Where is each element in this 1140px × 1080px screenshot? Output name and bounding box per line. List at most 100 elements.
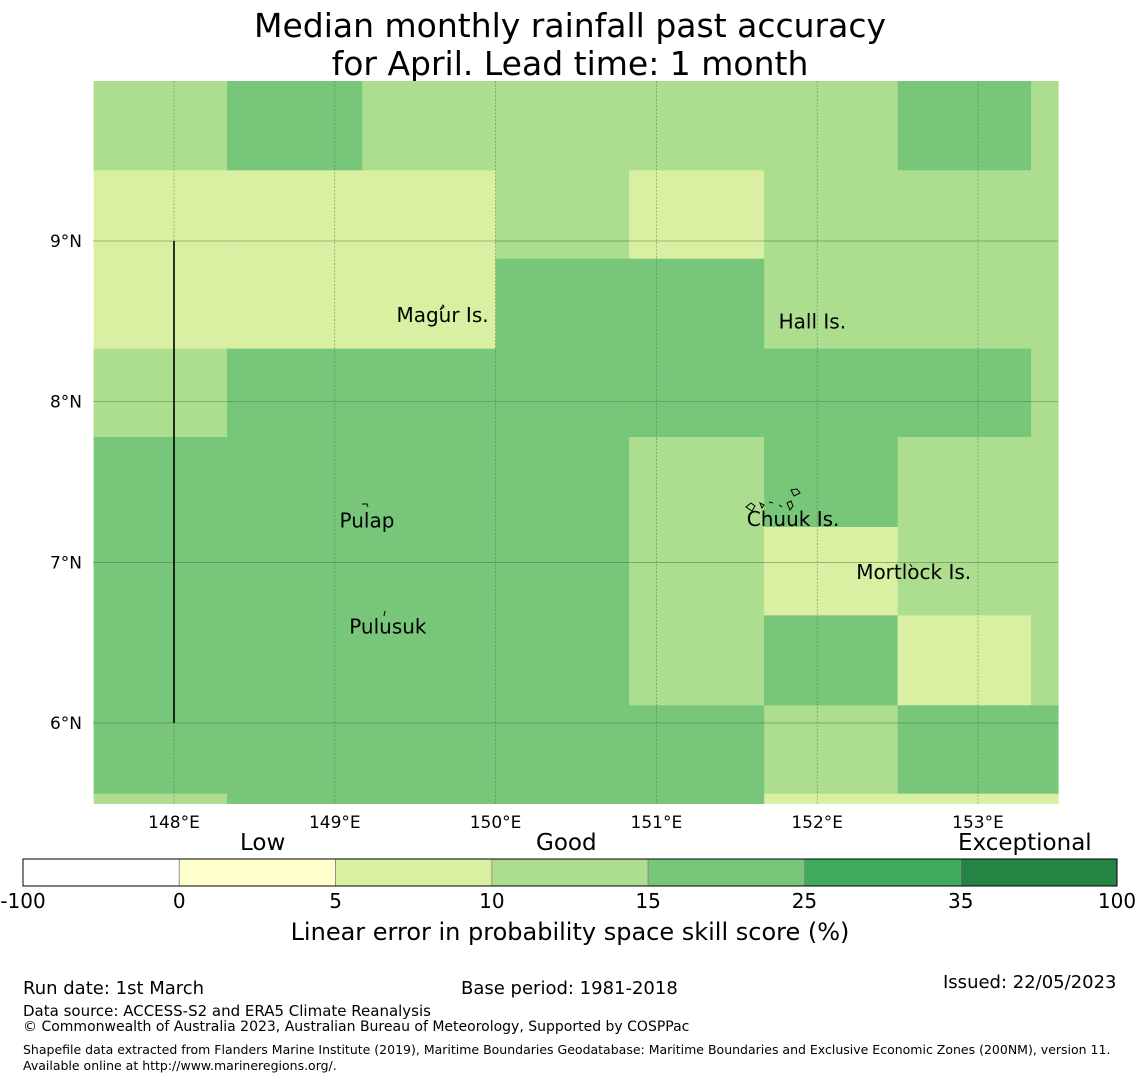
latitude-label: 9°N — [50, 232, 82, 252]
skill-cell — [362, 81, 497, 171]
skill-cell — [227, 615, 363, 706]
skill-cell — [1031, 170, 1059, 260]
skill-cell — [227, 793, 363, 804]
skill-cell — [227, 258, 363, 350]
colorbar-axis-title: Linear error in probability space skill … — [290, 918, 850, 946]
skill-cell — [629, 348, 765, 438]
island-shape — [383, 610, 386, 617]
colorbar-tick-label: 15 — [635, 889, 661, 913]
island-shape — [759, 501, 765, 510]
latitude-label: 7°N — [50, 553, 82, 573]
island-shape — [439, 303, 445, 311]
island-shape — [778, 504, 783, 508]
skill-cell — [897, 258, 1032, 350]
skill-cell — [1031, 793, 1059, 804]
place-label: Pulap — [340, 509, 395, 533]
skill-cell — [629, 526, 765, 616]
skill-cell — [362, 258, 497, 350]
latitude-label: 6°N — [50, 714, 82, 734]
place-label: Hall Is. — [779, 309, 846, 333]
place-label: Magur Is. — [396, 303, 488, 327]
colorbar-segment — [804, 858, 962, 887]
skill-cell — [764, 348, 899, 438]
skill-cell — [897, 526, 1032, 616]
skill-grid — [93, 81, 1059, 804]
axis-labels: 9°N 8°N 7°N 6°N 148°E 149°E 150°E 151°E 152°E 153… — [50, 232, 1004, 833]
colorbar-segment — [22, 858, 180, 887]
colorbar-segment — [647, 858, 805, 887]
skill-cell — [764, 170, 899, 260]
colorbar-frame — [22, 858, 1118, 887]
skill-cell — [764, 705, 899, 795]
skill-cell — [495, 437, 630, 528]
skill-cell — [362, 793, 497, 804]
place-label: Pulusuk — [349, 615, 427, 639]
longitude-label: 151°E — [631, 813, 683, 833]
skill-cell — [93, 705, 228, 795]
skill-cell — [227, 437, 363, 528]
skill-cell — [897, 705, 1032, 795]
skill-cell — [495, 258, 630, 350]
skill-cell — [1031, 526, 1059, 616]
colorbar-tick-label: 100 — [1097, 889, 1137, 913]
colorbar-good-label: Good — [536, 830, 597, 856]
graticule — [93, 81, 1058, 805]
colorbar-tick-label: 25 — [791, 889, 818, 913]
skill-cell — [495, 526, 630, 616]
skill-cell — [629, 615, 765, 706]
skill-cell — [1031, 258, 1059, 350]
skill-cell — [1031, 437, 1059, 528]
skill-cell — [764, 793, 899, 804]
longitude-label: 152°E — [791, 813, 843, 833]
skill-cell — [495, 793, 630, 804]
skill-cell — [93, 437, 228, 528]
island-shape — [362, 503, 369, 508]
colorbar-tick-label: 5 — [329, 889, 342, 913]
place-label: Mortlock Is. — [856, 560, 971, 584]
skill-cell — [495, 705, 630, 795]
base-period: Base period: 1981-2018 — [461, 978, 678, 999]
skill-cell — [227, 170, 363, 260]
colorbar-tick-label: 10 — [479, 889, 505, 913]
skill-cell — [227, 705, 363, 795]
colorbar-segment — [960, 858, 1118, 887]
skill-cell — [93, 170, 228, 260]
skill-cell — [495, 170, 630, 260]
colorbar-tick-label: 0 — [172, 889, 186, 913]
skill-cell — [629, 437, 765, 528]
colorbar-tick-label: 35 — [947, 889, 974, 913]
skill-cell — [897, 81, 1032, 171]
colorbar — [22, 858, 1118, 887]
skill-cell — [362, 170, 497, 260]
skill-cell — [93, 348, 228, 438]
skill-cell — [1031, 348, 1059, 438]
island-shape — [786, 500, 794, 511]
title-line-1: Median monthly rainfall past accuracy — [253, 6, 887, 45]
skill-cell — [362, 705, 497, 795]
skill-cell — [764, 615, 899, 706]
copyright: © Commonwealth of Australia 2023, Austra… — [23, 1019, 690, 1035]
skill-cell — [227, 81, 363, 171]
data-source: Data source: ACCESS-S2 and ERA5 Climate … — [23, 1002, 431, 1020]
skill-cell — [897, 793, 1032, 804]
longitude-label: 153°E — [952, 813, 1004, 833]
skill-cell — [764, 258, 899, 350]
shapefile-credit: Shapefile data extracted from Flanders M… — [23, 1042, 1111, 1073]
colorbar-tick-label: -100 — [0, 889, 46, 913]
skill-cell — [764, 526, 899, 616]
colorbar-segment — [335, 858, 493, 887]
longitude-label: 148°E — [148, 813, 200, 833]
skill-cell — [495, 348, 630, 438]
island-shape — [768, 501, 774, 504]
skill-cell — [629, 705, 765, 795]
skill-cell — [495, 615, 630, 706]
island-shape — [790, 488, 801, 497]
skill-cell — [93, 258, 228, 350]
skill-cell — [1031, 615, 1059, 706]
skill-cell — [362, 526, 497, 616]
island-outlines — [362, 303, 913, 617]
colorbar-segment — [491, 858, 649, 887]
skill-cell — [227, 526, 363, 616]
skill-cell — [897, 615, 1032, 706]
colorbar-segment — [178, 858, 336, 887]
